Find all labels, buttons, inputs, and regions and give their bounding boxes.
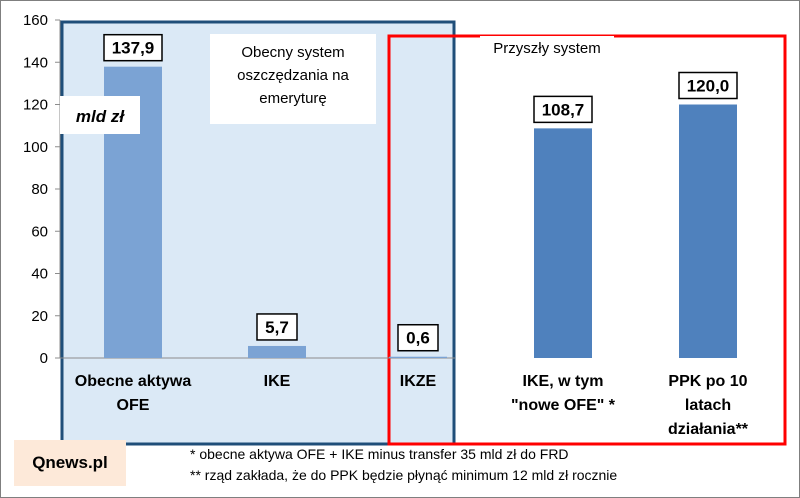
- x-category-label: Obecne aktywa OFE: [75, 373, 192, 414]
- footnote-2: ** rząd zakłada, że do PPK będzie płynąć…: [190, 467, 618, 483]
- y-tick-label: 120: [23, 97, 48, 114]
- unit-label: mld zł: [76, 107, 125, 126]
- value-label: 120,0: [687, 77, 730, 96]
- y-tick-label: 40: [31, 266, 48, 283]
- y-tick-label: 80: [31, 181, 48, 198]
- footnote-1: * obecne aktywa OFE + IKE minus transfer…: [190, 446, 569, 462]
- value-label-box: [256, 313, 298, 341]
- x-category-label: IKE, w tym "nowe OFE" *: [511, 373, 616, 414]
- current-system-label: Obecny system oszczędzania na emeryturę: [237, 44, 349, 107]
- value-label: 137,9: [112, 39, 155, 58]
- future-system-label-box: [480, 36, 614, 58]
- y-tick-label: 140: [23, 54, 48, 71]
- source-badge: Qnews.pl: [14, 440, 126, 486]
- value-label: 5,7: [265, 318, 289, 337]
- value-label: 0,6: [406, 329, 430, 348]
- value-label-box: [103, 33, 163, 62]
- bar-5: [679, 104, 737, 358]
- y-tick-label: 160: [23, 12, 48, 29]
- bar-3: [389, 356, 447, 358]
- value-label-box: [678, 71, 738, 100]
- value-label-box: [397, 323, 439, 352]
- unit-label-box: [60, 96, 140, 134]
- x-category-label: PPK po 10 latach działania**: [668, 373, 749, 438]
- current-system-label-box: [210, 34, 376, 124]
- value-label-box: [533, 95, 593, 124]
- bar-2: [248, 345, 306, 358]
- y-tick-label: 0: [40, 350, 48, 367]
- y-tick-label: 100: [23, 139, 48, 156]
- y-tick-label: 20: [31, 308, 48, 325]
- x-category-label: IKE: [264, 373, 291, 390]
- y-tick-label: 60: [31, 223, 48, 240]
- x-category-label: IKZE: [400, 373, 437, 390]
- future-system-label: Przyszły system: [493, 40, 601, 57]
- value-label: 108,7: [542, 100, 585, 119]
- bar-4: [534, 128, 592, 358]
